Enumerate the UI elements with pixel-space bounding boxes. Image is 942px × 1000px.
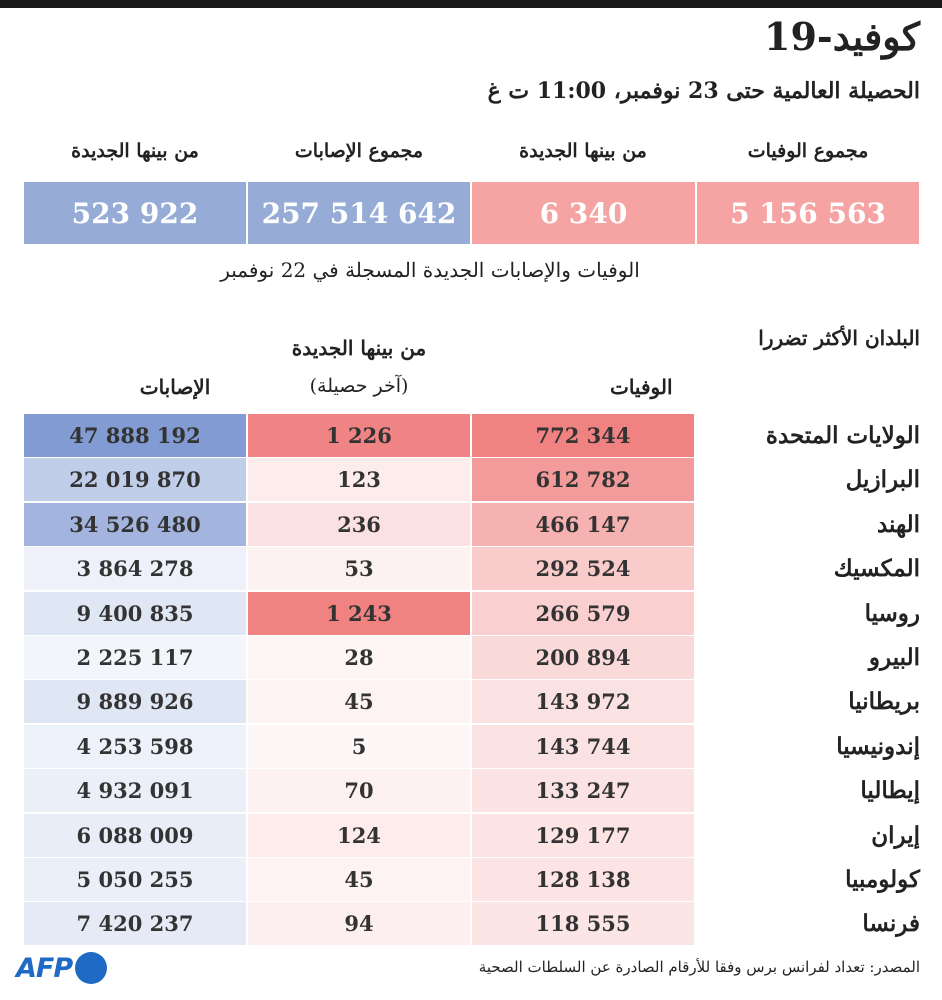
countries-section-title: البلدان الأكثر تضررا [758, 326, 920, 350]
new-deaths-cell: 5 [248, 725, 470, 768]
source-note: المصدر: تعداد لفرانس برس وفقا للأرقام ال… [478, 958, 920, 976]
page-subtitle: الحصيلة العالمية حتى 23 نوفمبر، 11:00 ت … [487, 78, 920, 104]
new-column-subheader: (آخر حصيلة) [309, 375, 409, 397]
deaths-cell: 200 894 [472, 636, 694, 679]
cases-cell: 4 932 091 [24, 769, 246, 812]
country-name: إيران [871, 822, 920, 849]
page-title: كوفيد-19 [764, 14, 920, 59]
country-name: فرنسا [862, 910, 920, 937]
deaths-cell: 612 782 [472, 458, 694, 501]
afp-logo-text: AFP [16, 952, 73, 984]
deaths-cell: 466 147 [472, 503, 694, 546]
new-deaths-cell: 236 [248, 503, 470, 546]
deaths-cell: 266 579 [472, 592, 694, 635]
cases-cell: 5 050 255 [24, 858, 246, 901]
top-bar [0, 0, 942, 8]
cases-cell: 22 019 870 [24, 458, 246, 501]
new-cases-label: من بينها الجديدة [71, 140, 199, 162]
afp-logo-dot [75, 952, 108, 984]
deaths-cell: 118 555 [472, 902, 694, 945]
new-deaths-cell: 94 [248, 902, 470, 945]
new-column-header: من بينها الجديدة [291, 336, 427, 360]
cases-cell: 9 400 835 [24, 592, 246, 635]
country-name: إندونيسيا [836, 733, 920, 760]
new-deaths-cell: 1 243 [248, 592, 470, 635]
cases-cell: 34 526 480 [24, 503, 246, 546]
new-deaths-cell: 1 226 [248, 414, 470, 457]
new-deaths-cell: 53 [248, 547, 470, 590]
new-deaths-cell: 28 [248, 636, 470, 679]
deaths-cell: 292 524 [472, 547, 694, 590]
new-deaths-label: من بينها الجديدة [519, 140, 647, 162]
total-cases-value: 257 514 642 [248, 182, 470, 244]
new-deaths-cell: 124 [248, 814, 470, 857]
deaths-cell: 143 972 [472, 680, 694, 723]
deaths-cell: 143 744 [472, 725, 694, 768]
cases-cell: 7 420 237 [24, 902, 246, 945]
cases-cell: 9 889 926 [24, 680, 246, 723]
deaths-cell: 129 177 [472, 814, 694, 857]
country-name: المكسيك [833, 555, 920, 582]
cases-cell: 47 888 192 [24, 414, 246, 457]
total-deaths-label: مجموع الوفيات [747, 140, 869, 162]
cases-cell: 6 088 009 [24, 814, 246, 857]
afp-logo: AFP [16, 952, 108, 984]
total-cases-label: مجموع الإصابات [294, 140, 424, 162]
country-name: البرازيل [845, 466, 920, 493]
total-deaths-value: 5 156 563 [697, 182, 919, 244]
deaths-column-header: الوفيات [610, 375, 673, 399]
country-name: بريطانيا [848, 688, 920, 715]
deaths-cell: 772 344 [472, 414, 694, 457]
cases-cell: 3 864 278 [24, 547, 246, 590]
country-name: إيطاليا [860, 777, 920, 804]
new-cases-value: 523 922 [24, 182, 246, 244]
new-deaths-cell: 45 [248, 680, 470, 723]
cases-cell: 4 253 598 [24, 725, 246, 768]
country-name: البيرو [868, 644, 920, 671]
deaths-cell: 128 138 [472, 858, 694, 901]
new-figures-note: الوفيات والإصابات الجديدة المسجلة في 22 … [220, 258, 640, 282]
new-deaths-cell: 45 [248, 858, 470, 901]
cases-cell: 2 225 117 [24, 636, 246, 679]
new-deaths-cell: 123 [248, 458, 470, 501]
new-deaths-value: 6 340 [472, 182, 695, 244]
country-name: كولومبيا [845, 866, 920, 893]
deaths-cell: 133 247 [472, 769, 694, 812]
country-name: روسيا [864, 600, 920, 627]
new-deaths-cell: 70 [248, 769, 470, 812]
cases-column-header: الإصابات [139, 375, 211, 399]
country-name: الهند [876, 511, 920, 538]
country-name: الولايات المتحدة [765, 422, 920, 449]
